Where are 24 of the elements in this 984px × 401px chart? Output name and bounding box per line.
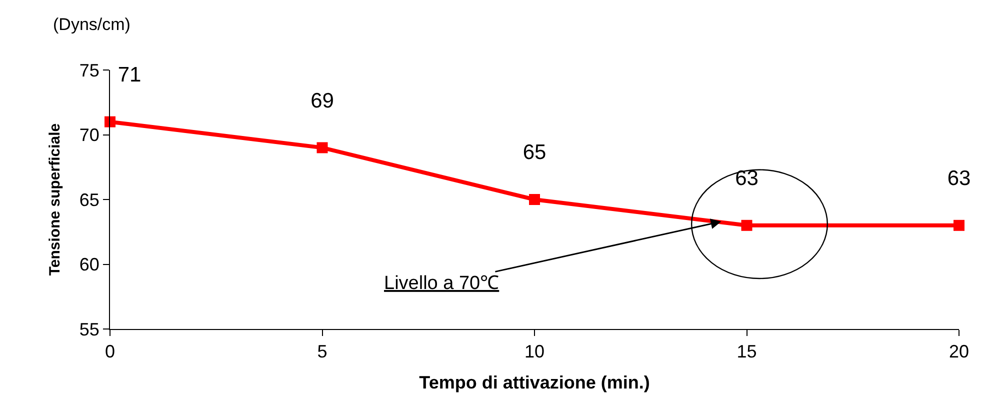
x-tick-label: 20 — [948, 342, 970, 362]
data-label: 63 — [947, 166, 971, 190]
y-tick-label: 55 — [79, 319, 100, 340]
y-tick-label: 70 — [79, 125, 100, 146]
data-label: 65 — [522, 141, 546, 164]
point — [104, 116, 116, 128]
point — [741, 220, 752, 231]
y-tick-label: 65 — [79, 190, 100, 210]
y-tick-label: 60 — [79, 254, 100, 275]
data-label: 69 — [310, 89, 334, 112]
point — [529, 194, 540, 205]
y-axis-title: Tensione superficiale — [46, 123, 64, 276]
x-tick-label: 0 — [104, 342, 116, 362]
point — [316, 142, 328, 154]
data-label: 71 — [118, 63, 142, 86]
annotation: Livello a 70℃ — [384, 273, 500, 294]
point — [954, 220, 964, 231]
text: (Dyns/cm) — [53, 15, 130, 34]
x-tick-label: 5 — [317, 342, 328, 362]
x-tick-label: 15 — [736, 342, 757, 362]
x-axis-title: Tempo di attivazione (min.) — [419, 372, 650, 393]
x-tick-label: 10 — [524, 342, 545, 362]
data-label: 63 — [735, 166, 758, 190]
y-tick-label: 75 — [79, 60, 100, 80]
